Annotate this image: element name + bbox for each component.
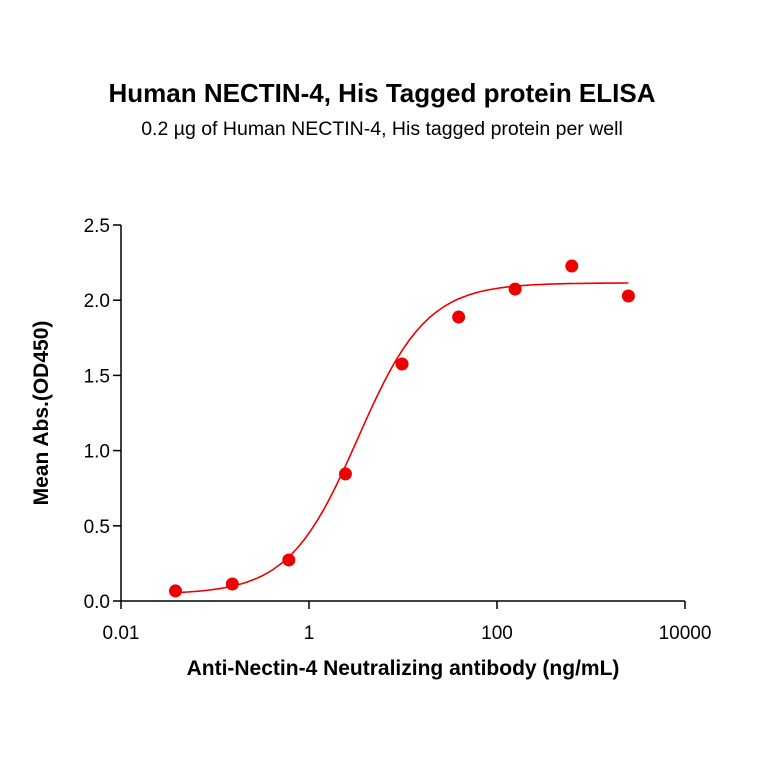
x-tick-label: 100 xyxy=(481,623,513,644)
data-point xyxy=(452,310,466,324)
y-tick-label: 0.5 xyxy=(84,517,110,538)
data-point xyxy=(621,289,635,303)
y-tick-label: 0.0 xyxy=(84,592,110,613)
chart-subtitle: 0.2 µg of Human NECTIN-4, His tagged pro… xyxy=(141,118,623,140)
data-point xyxy=(338,467,352,481)
y-tick-label: 2.5 xyxy=(84,216,110,237)
data-point xyxy=(395,357,409,371)
axes: 0.0 0.5 1.0 1.5 2.0 2.5 0.01 1 100 10000 xyxy=(84,216,712,644)
y-tick-label: 2.0 xyxy=(84,291,110,312)
data-point xyxy=(168,584,182,598)
data-point xyxy=(508,282,522,296)
x-tick-label: 1 xyxy=(304,623,315,644)
data-point xyxy=(282,553,296,567)
fit-curve xyxy=(175,282,629,594)
data-point xyxy=(565,259,579,273)
x-axis-label: Anti-Nectin-4 Neutralizing antibody (ng/… xyxy=(186,657,620,680)
x-tick-label: 0.01 xyxy=(103,623,140,644)
x-tick-label: 10000 xyxy=(659,623,712,644)
data-point xyxy=(225,577,239,591)
y-tick-label: 1.5 xyxy=(84,366,110,387)
data-points xyxy=(168,259,635,598)
y-tick-label: 1.0 xyxy=(84,442,110,463)
chart-title: Human NECTIN-4, His Tagged protein ELISA xyxy=(108,78,656,108)
